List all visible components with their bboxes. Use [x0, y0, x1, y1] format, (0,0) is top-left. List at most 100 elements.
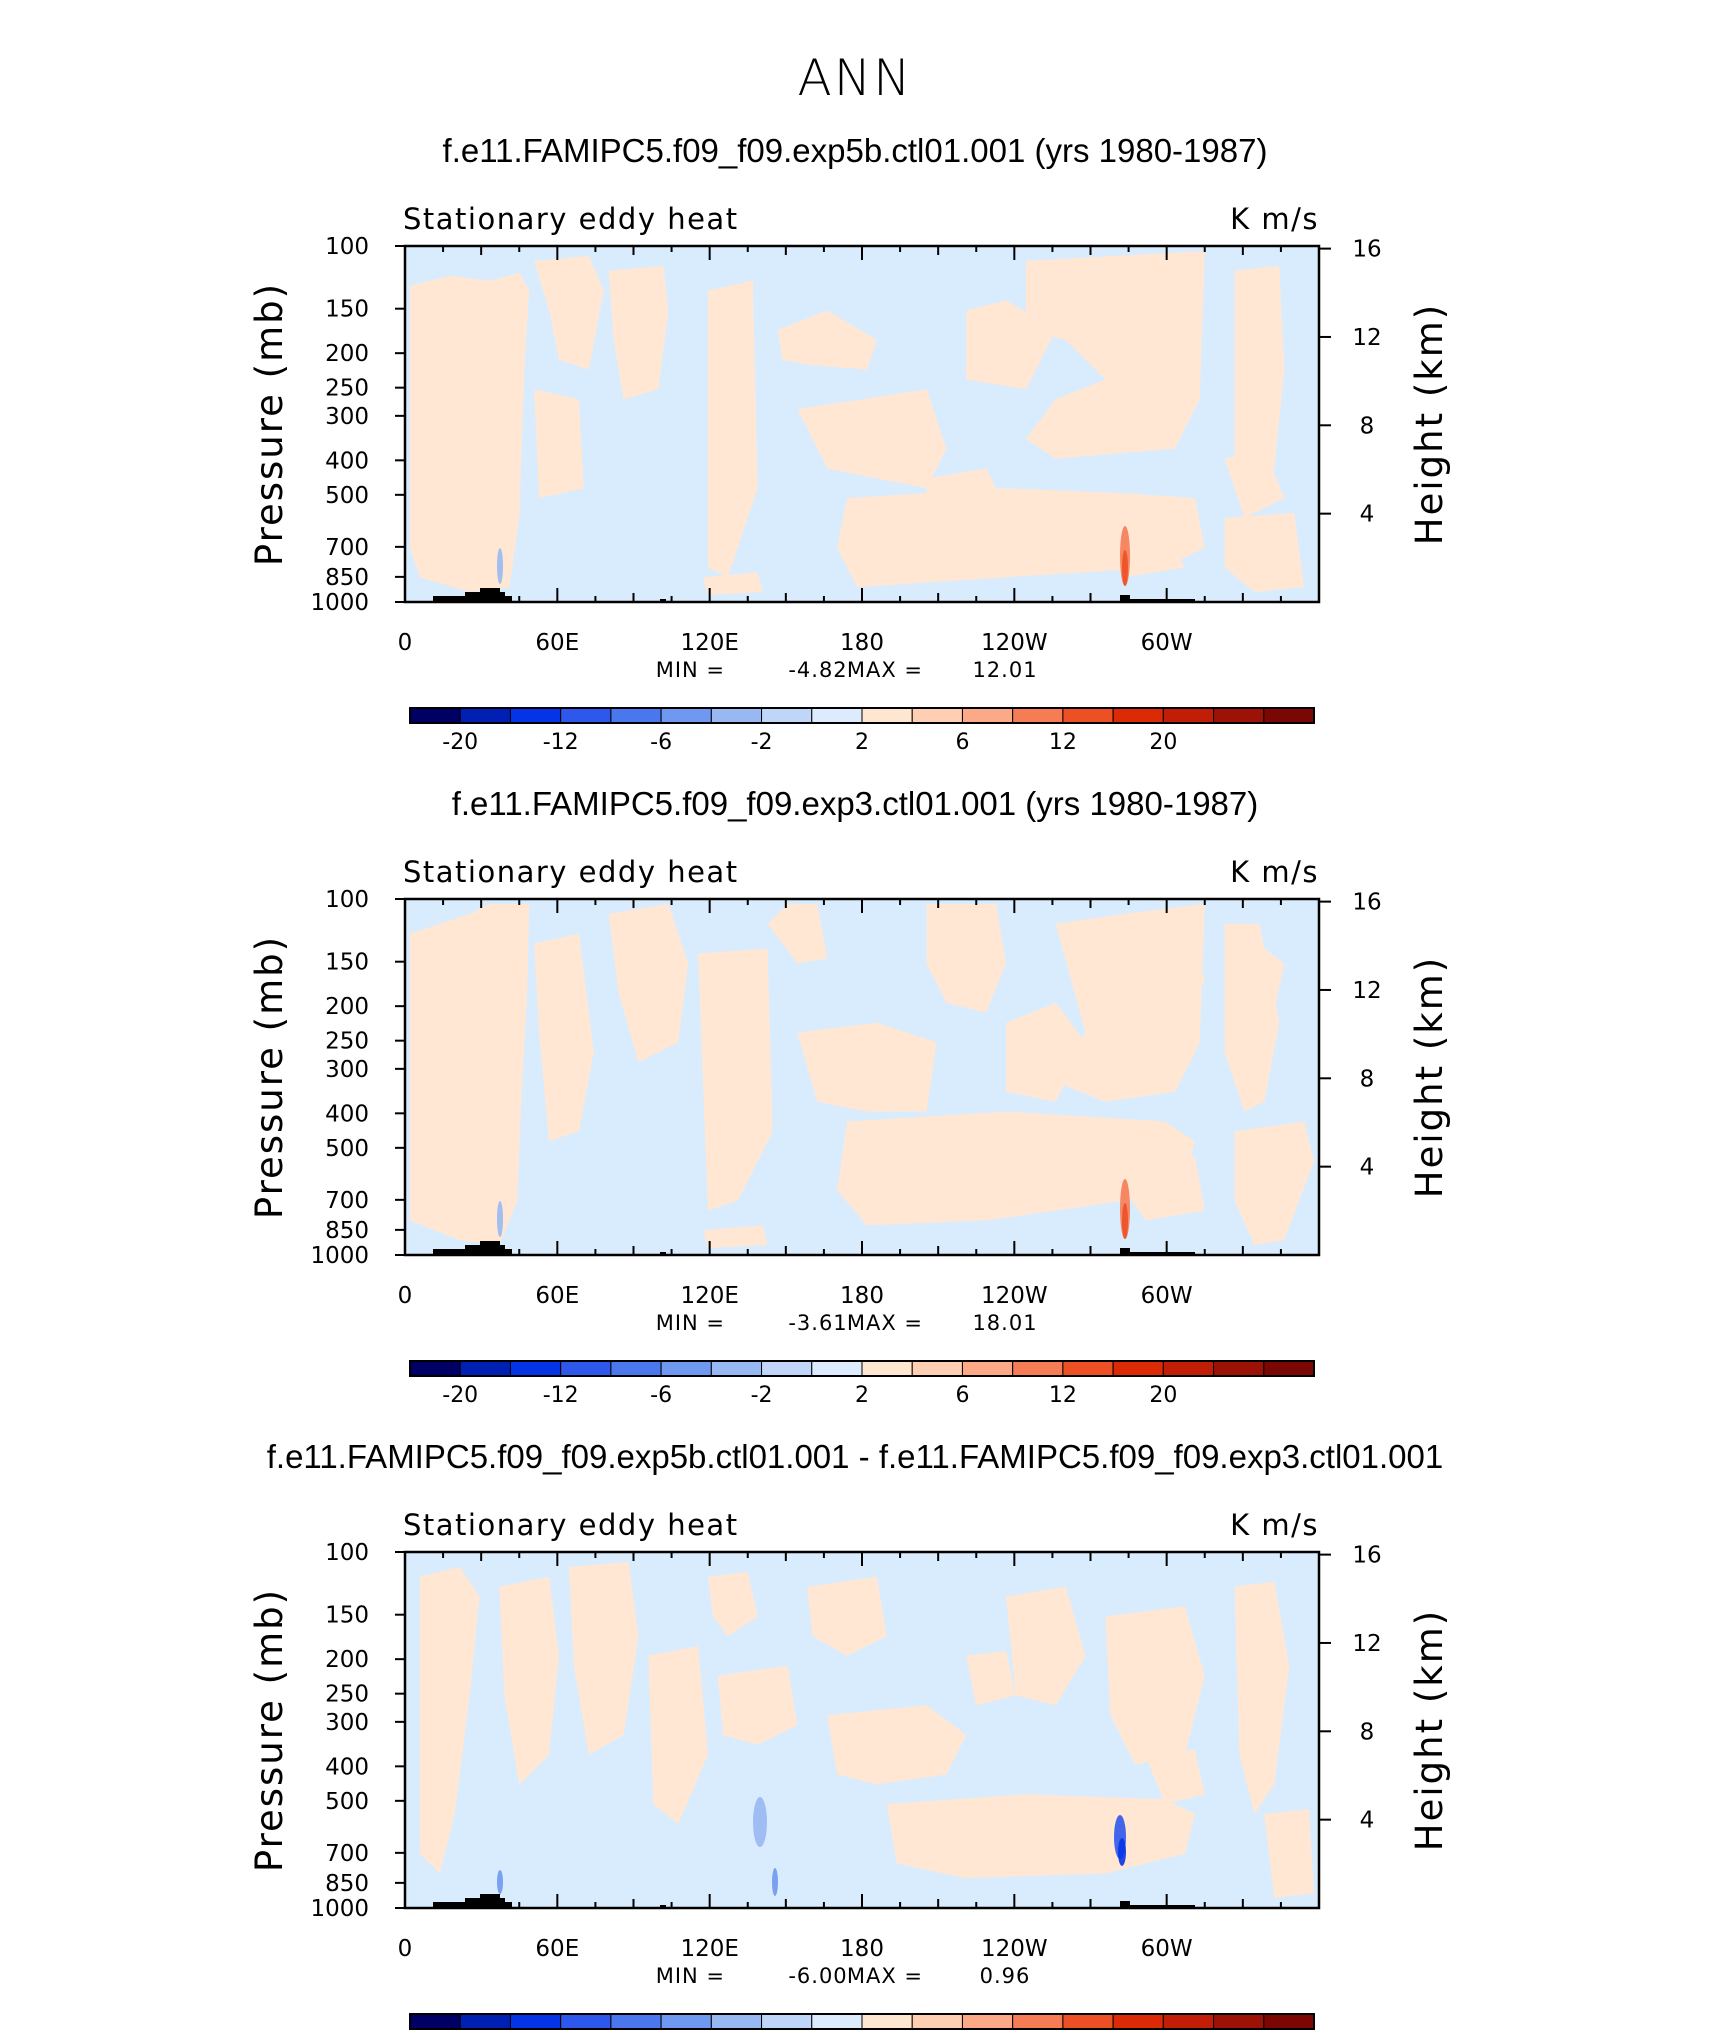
colorbar-box — [1062, 1360, 1114, 1377]
contour-patch-9 — [1006, 1586, 1086, 1706]
topography-africa — [433, 1894, 512, 1908]
colorbar-label: -12 — [543, 730, 579, 755]
colorbar-box — [1112, 2013, 1164, 2030]
colorbar-box — [610, 707, 662, 724]
colorbar-box — [1263, 707, 1315, 724]
max-label: MAX = — [847, 658, 923, 682]
y-tick-label: 300 — [325, 1057, 369, 1083]
topography-africa — [433, 1241, 512, 1255]
height-tick-label: 4 — [1360, 1808, 1375, 1834]
y-tick-label: 500 — [325, 483, 369, 509]
colorbar-box — [660, 2013, 712, 2030]
x-tick-label: 180 — [840, 1936, 884, 1962]
contour-patch-7 — [837, 1111, 1195, 1226]
y-axis-title: Pressure (mb) — [248, 282, 291, 566]
x-tick-label: 180 — [840, 630, 884, 656]
contour-extremum-5 — [497, 1870, 503, 1894]
colorbar: -6 -5 -4 -3 -2 -1 -0.5 0 0.5 1 2 3 4 5 6 — [409, 2013, 1315, 2038]
figure-title: ANN — [797, 49, 912, 107]
contour-patch-11 — [1234, 1581, 1290, 1815]
colorbar-box — [459, 707, 511, 724]
colorbar-label: 3 — [1106, 2036, 1120, 2038]
colorbar-label: -2 — [751, 730, 773, 755]
contour-patch-3 — [608, 904, 689, 1063]
contour-extremum-2 — [1122, 550, 1128, 586]
colorbar-frame — [409, 2013, 1315, 2030]
contour-extremum-3 — [753, 1797, 767, 1847]
colorbar-box — [861, 2013, 913, 2030]
x-tick-label: 120W — [981, 1283, 1048, 1309]
x-tick-label: 120W — [981, 1936, 1048, 1962]
colorbar-label: 6 — [955, 1383, 969, 1408]
y-tick-label: 100 — [325, 234, 369, 260]
topography-africa — [433, 588, 512, 602]
units-label: K m/s — [1230, 202, 1319, 236]
colorbar-label: 2 — [1006, 2036, 1020, 2038]
contour-patch-14 — [1224, 448, 1285, 518]
contour-extremum-3 — [497, 1201, 503, 1237]
y-axis-title-right: Height (km) — [1408, 1609, 1451, 1851]
colorbar-box — [660, 1360, 712, 1377]
y-tick-label: 400 — [325, 448, 369, 474]
colorbar-label: -6 — [650, 1383, 672, 1408]
height-tick-label: 16 — [1352, 890, 1381, 916]
contour-patch-4 — [608, 265, 669, 400]
colorbar-box — [459, 2013, 511, 2030]
colorbar-label: 20 — [1149, 1383, 1177, 1408]
contour-patch-16 — [703, 572, 763, 596]
min-label: MIN = — [656, 1964, 725, 1988]
colorbar-box — [1112, 707, 1164, 724]
contour-patch-6 — [797, 1022, 937, 1112]
colorbar-label: 6 — [955, 730, 969, 755]
x-tick-label: 180 — [840, 1283, 884, 1309]
colorbar-box — [1062, 2013, 1114, 2030]
variable-label: Stationary eddy heat — [403, 1508, 739, 1542]
colorbar-label: 2 — [855, 730, 869, 755]
y-axis-title-right: Height (km) — [1408, 303, 1451, 545]
units-label: K m/s — [1230, 1508, 1319, 1542]
contour-patch-7 — [797, 389, 947, 489]
y-axis-title-right: Height (km) — [1408, 956, 1451, 1198]
y-tick-label: 150 — [325, 1603, 369, 1629]
y-tick-label: 250 — [325, 1682, 369, 1708]
colorbar-box — [811, 1360, 863, 1377]
contour-patch-16 — [1135, 933, 1205, 1003]
colorbar-box — [1012, 1360, 1064, 1377]
contour-patch-12 — [1264, 1809, 1314, 1899]
colorbar-label: -2 — [751, 1383, 773, 1408]
contour-patch-14 — [1105, 1156, 1205, 1221]
y-tick-label: 1000 — [310, 1243, 369, 1269]
colorbar-box — [409, 2013, 461, 2030]
x-tick-label: 120E — [680, 1283, 738, 1309]
contour-patch-5 — [708, 280, 758, 578]
colorbar-box — [1263, 2013, 1315, 2030]
y-tick-label: 500 — [325, 1136, 369, 1162]
colorbar-box — [811, 2013, 863, 2030]
max-label: MAX = — [847, 1964, 923, 1988]
contour-patch-10 — [1025, 251, 1205, 459]
colorbar-box — [610, 1360, 662, 1377]
units-label: K m/s — [1230, 855, 1319, 889]
colorbar-box — [560, 1360, 612, 1377]
colorbar-label: -5 — [499, 2036, 521, 2038]
height-tick-label: 16 — [1352, 1543, 1381, 1569]
contour-patch-4 — [698, 948, 773, 1211]
colorbar-box — [961, 1360, 1014, 1377]
contour-patch-15 — [703, 1225, 768, 1249]
colorbar-box — [761, 1360, 813, 1377]
colorbar-box — [660, 707, 712, 724]
height-tick-label: 12 — [1352, 1631, 1381, 1657]
contour-patch-5 — [717, 1665, 798, 1745]
colorbar-label: 4 — [1156, 2036, 1170, 2038]
colorbar-label: -1 — [751, 2036, 773, 2038]
max-value: 12.01 — [972, 658, 1037, 682]
colorbar-box — [509, 2013, 562, 2030]
colorbar-box — [1162, 707, 1215, 724]
panel-title: f.e11.FAMIPC5.f09_f09.exp5b.ctl01.001 - … — [267, 1438, 1444, 1475]
colorbar-box — [409, 1360, 461, 1377]
contour-extremum-2 — [1118, 1838, 1126, 1866]
colorbar-box — [761, 2013, 813, 2030]
colorbar: -20 -12 -6 -2 2 6 12 20 — [409, 707, 1315, 755]
y-tick-label: 700 — [325, 1188, 369, 1214]
colorbar-box — [961, 2013, 1014, 2030]
